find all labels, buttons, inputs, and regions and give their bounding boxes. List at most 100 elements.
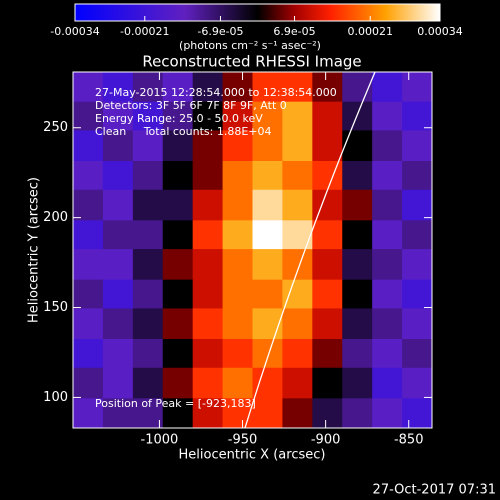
heat-cell <box>192 189 224 221</box>
heat-cell <box>252 249 283 281</box>
heat-cell <box>162 161 194 193</box>
heat-cell <box>222 249 253 281</box>
y-tick-label: 100 <box>43 390 68 405</box>
heat-cell <box>252 161 283 193</box>
heat-cell <box>73 398 104 428</box>
heat-cell <box>132 130 164 162</box>
heat-cell <box>312 279 343 311</box>
heat-cell <box>372 249 403 281</box>
y-axis-label: Heliocentric Y (arcsec) <box>27 177 42 323</box>
heat-cell <box>102 161 134 193</box>
heat-cell <box>342 101 373 133</box>
heat-cell <box>132 279 164 311</box>
heat-cell <box>252 72 283 103</box>
x-tick-label: -850 <box>394 433 424 448</box>
heat-cell <box>312 249 343 281</box>
heat-cell <box>282 339 313 371</box>
heat-cell <box>162 339 194 371</box>
heat-cell <box>73 279 104 311</box>
heat-cell <box>282 72 313 103</box>
x-tick-label: -950 <box>228 433 258 448</box>
heat-cell <box>132 249 164 281</box>
annotation: Clean Total counts: 1.88E+04 <box>95 125 272 138</box>
heat-cell <box>73 367 104 399</box>
colorbar-tick-label: 6.9e-05 <box>273 25 315 38</box>
heat-cell <box>192 72 224 103</box>
heat-cell <box>372 101 403 133</box>
heat-cell <box>372 220 403 252</box>
heat-cell <box>372 398 403 428</box>
heat-cell <box>162 189 194 221</box>
heat-cell <box>372 279 403 311</box>
heat-cell <box>402 279 432 311</box>
colorbar-tick-label: -6.9e-05 <box>197 25 243 38</box>
heat-cell <box>132 161 164 193</box>
heat-cell <box>102 101 134 133</box>
heat-cell <box>372 308 403 340</box>
heat-cell <box>252 101 283 133</box>
heat-cell <box>252 367 283 399</box>
heat-cell <box>252 189 283 221</box>
heat-cell <box>402 398 432 428</box>
heat-cell <box>372 189 403 221</box>
heat-cell <box>402 367 432 399</box>
x-axis-label: Heliocentric X (arcsec) <box>179 448 326 463</box>
heat-cell <box>342 130 373 162</box>
heat-cell <box>342 220 373 252</box>
solar-limb <box>244 72 376 428</box>
heat-cell <box>312 367 343 399</box>
heat-cell <box>102 308 134 340</box>
heat-cell <box>222 101 253 133</box>
heat-cell <box>73 220 104 252</box>
heat-cell <box>192 130 224 162</box>
heat-cell <box>162 308 194 340</box>
heat-cell <box>402 249 432 281</box>
heat-cell <box>73 249 104 281</box>
heat-cell <box>312 308 343 340</box>
heat-cell <box>192 279 224 311</box>
heat-cell <box>312 72 343 103</box>
heat-cell <box>282 101 313 133</box>
heat-cell <box>102 279 134 311</box>
heat-cell <box>73 189 104 221</box>
heat-cell <box>342 72 373 103</box>
heat-cell <box>252 308 283 340</box>
heat-cell <box>132 189 164 221</box>
heat-cell <box>402 72 432 103</box>
colorbar-tick-label: 0.00021 <box>347 25 393 38</box>
plot-frame <box>72 71 433 429</box>
heat-cell <box>192 101 224 133</box>
heat-cell <box>222 339 253 371</box>
heat-cell <box>372 367 403 399</box>
heat-cell <box>282 161 313 193</box>
footer-timestamp: 27-Oct-2017 07:31 <box>373 483 496 498</box>
heat-cell <box>192 367 224 399</box>
chart-title: Reconstructed RHESSI Image <box>142 53 361 71</box>
heat-cell <box>102 249 134 281</box>
heat-cell <box>222 189 253 221</box>
heat-cell <box>312 101 343 133</box>
heat-cell <box>102 130 134 162</box>
heat-cell <box>162 72 194 103</box>
heat-cell <box>73 161 104 193</box>
colorbar-tick-label: -0.00034 <box>50 25 99 38</box>
heat-cell <box>402 130 432 162</box>
heat-cell <box>162 279 194 311</box>
y-tick-label: 150 <box>43 300 68 315</box>
heat-cell <box>192 249 224 281</box>
colorbar-label: (photons cm⁻² s⁻¹ asec⁻²) <box>179 39 321 52</box>
heat-cell <box>192 161 224 193</box>
heat-cell <box>73 130 104 162</box>
heat-cell <box>312 339 343 371</box>
heat-cell <box>342 398 373 428</box>
heat-cell <box>252 130 283 162</box>
heat-cell <box>372 339 403 371</box>
heat-cell <box>132 339 164 371</box>
x-tick-label: -1000 <box>141 433 179 448</box>
heat-cell <box>342 339 373 371</box>
heat-cell <box>282 279 313 311</box>
peak-label: Position of Peak = [-923,183] <box>95 397 256 410</box>
heat-cell <box>132 308 164 340</box>
annotation: Detectors: 3F 5F 6F 7F 8F 9F, Att 0 <box>95 99 287 112</box>
